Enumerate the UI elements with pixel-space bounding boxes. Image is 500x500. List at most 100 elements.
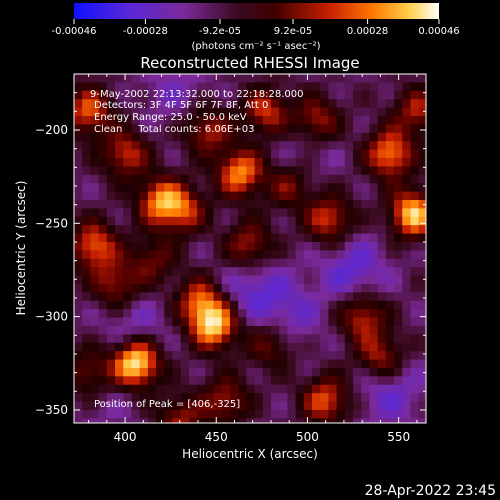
heatmap-cell [246,191,256,201]
heatmap-cell [115,74,124,83]
heatmap-cell [74,317,83,327]
heatmap-cell [213,233,223,243]
heatmap-cell [131,149,141,159]
heatmap-cell [98,275,108,285]
heatmap-cell [270,309,280,319]
heatmap-cell [279,401,288,411]
heatmap-cell [377,132,387,142]
heatmap-cell [312,208,321,218]
heatmap-cell [238,342,247,352]
heatmap-cell [213,99,223,109]
heatmap-cell [402,267,412,277]
heatmap-cell [115,418,124,423]
heatmap-cell [139,107,149,117]
heatmap-cell [320,384,330,394]
heatmap-cell [74,225,83,235]
heatmap-cell [254,342,264,352]
heatmap-cell [172,191,182,201]
heatmap-cell [303,233,313,243]
heatmap-cell [106,124,116,134]
colorbar-unit-label: (photons cm⁻² s⁻¹ asec⁻²) [191,41,320,52]
heatmap-cell [262,233,272,243]
heatmap-cell [229,74,239,83]
heatmap-cell [188,292,198,302]
heatmap-cell [147,376,157,386]
heatmap-cell [344,367,354,377]
heatmap-cell [115,124,124,134]
heatmap-cell [98,409,108,419]
heatmap-cell [90,292,100,302]
heatmap-cell [254,141,264,151]
heatmap-cell [344,267,354,277]
heatmap-cell [229,258,239,268]
heatmap-cell [238,309,247,319]
heatmap-cell [106,342,116,352]
heatmap-cell [131,267,141,277]
heatmap-cell [180,99,190,109]
heatmap-cell [270,157,280,167]
heatmap-cell [377,199,387,209]
heatmap-cell [320,418,330,423]
heatmap-cell [82,292,92,302]
heatmap-cell [139,132,149,142]
heatmap-cell [115,199,124,209]
heatmap-cell [98,309,108,319]
heatmap-cell [172,409,182,419]
heatmap-cell [312,418,321,423]
heatmap-cell [213,241,223,251]
heatmap-cell [270,393,280,403]
heatmap-cell [123,233,133,243]
heatmap-cell [221,409,231,419]
heatmap-cell [410,342,420,352]
heatmap-cell [320,149,330,159]
heatmap-cell [172,334,182,344]
heatmap-cell [385,241,395,251]
heatmap-cell [336,157,346,167]
heatmap-cell [106,418,116,423]
heatmap-cell [205,384,215,394]
heatmap-cell [385,283,395,293]
heatmap-cell [123,157,133,167]
heatmap-cell [156,233,165,243]
heatmap-cell [320,115,330,125]
heatmap-cell [123,418,133,423]
heatmap-cell [410,107,420,117]
heatmap-cell [139,149,149,159]
heatmap-cell [312,309,321,319]
heatmap-cell [147,124,157,134]
heatmap-cell [369,309,379,319]
heatmap-cell [312,149,321,159]
heatmap-cell [353,359,362,369]
heatmap-cell [90,191,100,201]
heatmap-cell [303,418,313,423]
heatmap-cell [287,283,297,293]
heatmap-cell [164,342,174,352]
heatmap-cell [90,393,100,403]
heatmap-cell [123,199,133,209]
heatmap-cell [229,225,239,235]
heatmap-cell [287,393,297,403]
heatmap-cell [254,99,264,109]
heatmap-cell [123,309,133,319]
heatmap-cell [418,384,426,394]
heatmap-cell [320,124,330,134]
heatmap-cell [402,309,412,319]
heatmap-cell [312,325,321,335]
heatmap-cell [98,199,108,209]
heatmap-cell [221,132,231,142]
heatmap-cell [147,367,157,377]
heatmap-cell [287,82,297,92]
heatmap-cell [262,409,272,419]
heatmap-cell [385,225,395,235]
heatmap-cell [344,250,354,260]
heatmap-cell [312,124,321,134]
heatmap-cell [172,216,182,226]
heatmap-cell [106,367,116,377]
heatmap-cell [312,367,321,377]
heatmap-cell [320,141,330,151]
heatmap-cell [221,74,231,83]
heatmap-cell [295,325,305,335]
heatmap-cell [402,342,412,352]
heatmap-cell [262,283,272,293]
heatmap-cell [123,250,133,260]
